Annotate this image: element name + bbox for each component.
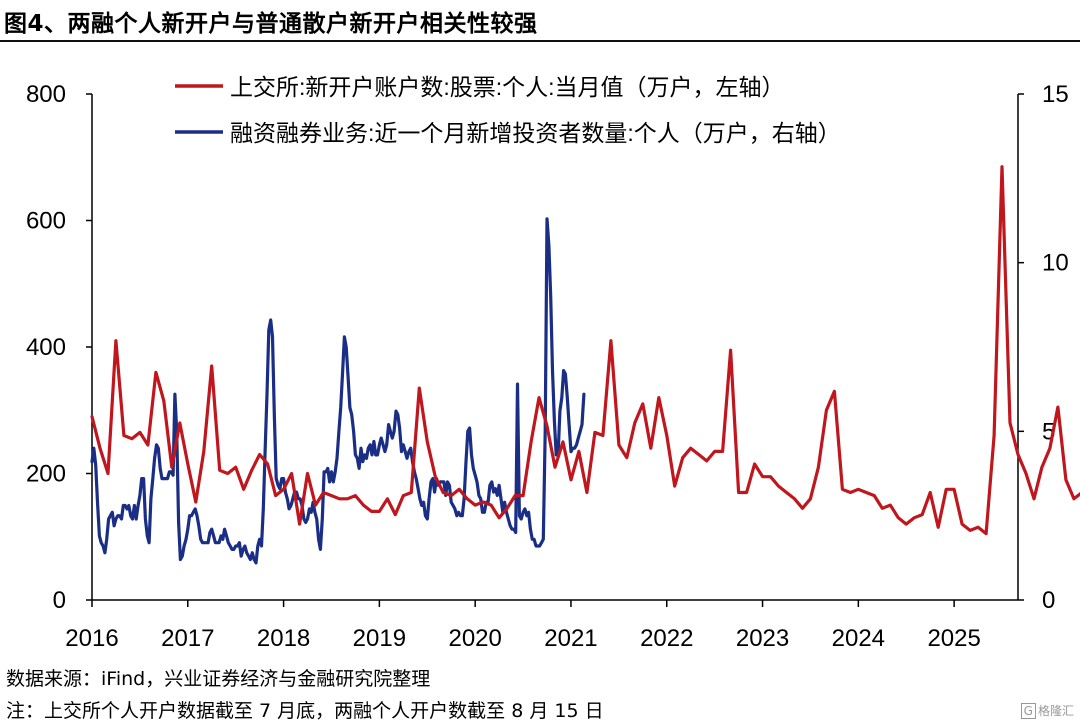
watermark-text: 格隆汇	[1037, 704, 1074, 718]
watermark-logo-icon: G	[1020, 703, 1036, 719]
left-tick-label: 800	[26, 81, 66, 108]
x-tick-label: 2020	[448, 625, 501, 652]
watermark: G 格隆汇	[1020, 702, 1074, 719]
right-tick-label: 0	[1042, 587, 1055, 614]
x-tick-label: 2022	[640, 625, 693, 652]
x-tick-label: 2023	[736, 625, 789, 652]
figure-title: 图4、两融个人新开户与普通散户新开户相关性较强	[4, 11, 538, 37]
left-tick-label: 400	[26, 334, 66, 361]
x-tick-label: 2025	[927, 625, 980, 652]
x-tick-label: 2016	[65, 625, 118, 652]
series-line-blue	[90, 217, 586, 565]
left-tick-label: 600	[26, 208, 66, 235]
data-note: 注：上交所个人开户数据截至 7 月底，两融个人开户数截至 8 月 15 日	[6, 700, 604, 722]
x-tick-label: 2019	[353, 625, 406, 652]
x-tick-label: 2021	[544, 625, 597, 652]
left-tick-label: 0	[53, 587, 66, 614]
x-tick-label: 2017	[161, 625, 214, 652]
series-line-red	[90, 165, 1080, 536]
legend-label-blue: 融资融券业务:近一个月新增投资者数量:个人（万户，右轴）	[230, 120, 841, 146]
right-tick-label: 15	[1042, 81, 1069, 108]
x-tick-label: 2024	[832, 625, 885, 652]
right-tick-label: 10	[1042, 250, 1069, 277]
data-source: 数据来源：iFind，兴业证券经济与金融研究院整理	[6, 668, 431, 690]
title-divider	[0, 40, 1080, 42]
legend-label-red: 上交所:新开户账户数:股票:个人:当月值（万户，左轴）	[230, 74, 785, 100]
left-tick-label: 200	[26, 461, 66, 488]
x-tick-label: 2018	[257, 625, 310, 652]
